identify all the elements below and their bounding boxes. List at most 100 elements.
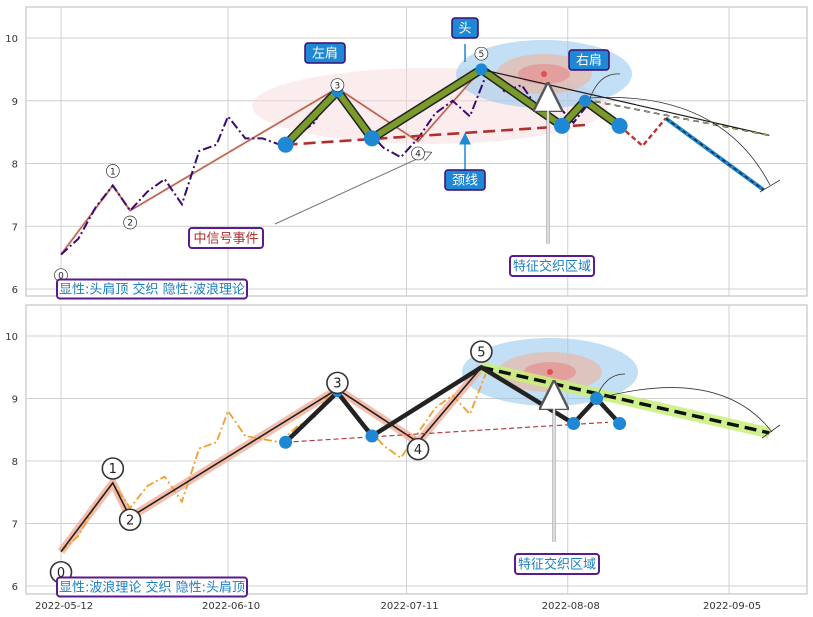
y-tick-label: 7: [12, 222, 18, 233]
wave-label-3: 3: [330, 78, 345, 92]
wave-label-2-ring: [123, 215, 137, 230]
wave-label-3: 3: [326, 371, 349, 395]
pattern-node: [613, 417, 627, 430]
wave-label-1: 1: [101, 457, 125, 480]
neckline: [285, 421, 609, 443]
wave-label-1-text: 1: [110, 167, 116, 177]
price-line: [60, 370, 488, 553]
end-tick: [759, 179, 781, 193]
pattern-node: [611, 117, 628, 134]
wave-label-2-text: 2: [126, 513, 134, 528]
wave-label-4-ring: [411, 146, 425, 161]
pattern-node: [475, 63, 488, 76]
left-shoulder-label: 左肩: [304, 42, 346, 64]
summary-label: 显性:波浪理论 交织 隐性:头肩顶: [56, 576, 248, 598]
y-tick-label: 6: [12, 285, 18, 296]
wave-label-0-text: 0: [57, 566, 65, 581]
y-tick-label: 8: [12, 457, 18, 468]
y-tick-label: 10: [5, 332, 18, 343]
summary-label-text: 显性:头肩顶 交织 隐性:波浪理论: [59, 282, 245, 298]
wave-label-5: 5: [474, 46, 489, 61]
x-tick-label: 2022-06-10: [202, 601, 260, 612]
wave-label-3-text: 3: [333, 377, 341, 392]
wave-label-1-text: 1: [109, 462, 117, 477]
wave-label-4-ring: [406, 437, 430, 461]
mid-signal-label-text: 中信号事件: [193, 232, 258, 247]
feature-zone-label: 特征交织区域: [509, 255, 595, 277]
wave-label-4: 4: [411, 146, 425, 161]
feature-zone-label: 特征交织区域: [514, 553, 600, 575]
wave-label-5-text: 5: [477, 345, 485, 360]
wave-label-0-text: 0: [58, 271, 64, 281]
y-tick-label: 6: [12, 582, 18, 593]
wave-label-5-ring: [474, 46, 489, 61]
wave-label-2: 2: [123, 215, 137, 230]
wave-label-4-text: 4: [415, 150, 421, 160]
mid-signal-label-box: [188, 227, 264, 249]
wave-label-2-ring: [118, 508, 142, 532]
head-label-text: 头: [458, 22, 471, 37]
feature-zone-label-text: 特征交织区域: [513, 259, 591, 275]
summary-label-box: [56, 278, 248, 300]
mid-signal-label: 中信号事件: [188, 227, 264, 249]
wave-label-4: 4: [406, 437, 430, 461]
x-tick-label: 2022-07-11: [381, 601, 439, 612]
wave-label-1: 1: [105, 164, 120, 178]
feature-zone-label-box: [514, 553, 600, 575]
wave-label-5-text: 5: [479, 50, 485, 60]
pattern-node: [363, 130, 380, 147]
wave-label-5-ring: [470, 340, 493, 363]
wave-label-3-text: 3: [335, 81, 341, 91]
y-tick-label: 8: [12, 160, 18, 171]
wave-label-3-ring: [326, 371, 349, 395]
summary-label-text: 显性:波浪理论 交织 隐性:头肩顶: [59, 580, 245, 596]
neckline-label-box: [444, 169, 486, 191]
trend-line: [481, 68, 770, 136]
left-shoulder-label-text: 左肩: [312, 46, 338, 62]
target-line: [481, 365, 770, 435]
x-tick-label: 2022-08-08: [542, 601, 600, 612]
trend-dashed-highlight: [584, 99, 770, 136]
pattern-node: [554, 117, 570, 134]
pattern-node: [567, 417, 581, 430]
end-tick: [761, 424, 781, 439]
signal-arrow: [274, 153, 430, 225]
wave-label-4-text: 4: [414, 443, 422, 458]
wave-label-5: 5: [470, 340, 493, 363]
pattern-node: [277, 136, 294, 153]
projection-blue-dash: [665, 117, 765, 191]
right-shoulder-label: 右肩: [568, 49, 610, 71]
summary-label-box: [56, 576, 248, 598]
x-tick-label: 2022-05-12: [35, 601, 93, 612]
y-tick-label: 7: [12, 520, 18, 531]
wave-label-2-text: 2: [127, 219, 133, 229]
neckline: [285, 123, 591, 146]
wave-label-1-ring: [105, 164, 120, 178]
summary-label: 显性:头肩顶 交织 隐性:波浪理论: [56, 278, 248, 300]
pattern-node: [579, 94, 592, 107]
right-shoulder-label-box: [568, 49, 610, 71]
feature-zone-label-box: [509, 255, 595, 277]
pattern-node: [590, 392, 604, 405]
y-tick-label: 9: [12, 395, 18, 406]
feature-zone-center: [541, 71, 547, 77]
left-shoulder-label-box: [304, 42, 346, 64]
projection-red: [618, 117, 667, 148]
head-label: 头: [451, 17, 479, 39]
right-shoulder-label-text: 右肩: [576, 53, 602, 69]
neckline-label: 颈线: [444, 169, 486, 191]
y-tick-label: 9: [12, 97, 18, 108]
decorative-arc: [589, 97, 771, 186]
x-tick-label: 2022-09-05: [703, 601, 761, 612]
wave-line: [60, 366, 483, 553]
decorative-arc: [589, 73, 621, 99]
wave-label-3-ring: [330, 78, 345, 92]
neckline-label-text: 颈线: [452, 174, 478, 189]
pattern-node: [279, 435, 293, 449]
y-tick-label: 10: [5, 34, 18, 45]
feature-zone-label-text: 特征交织区域: [518, 557, 596, 573]
wave-label-1-ring: [101, 457, 125, 480]
